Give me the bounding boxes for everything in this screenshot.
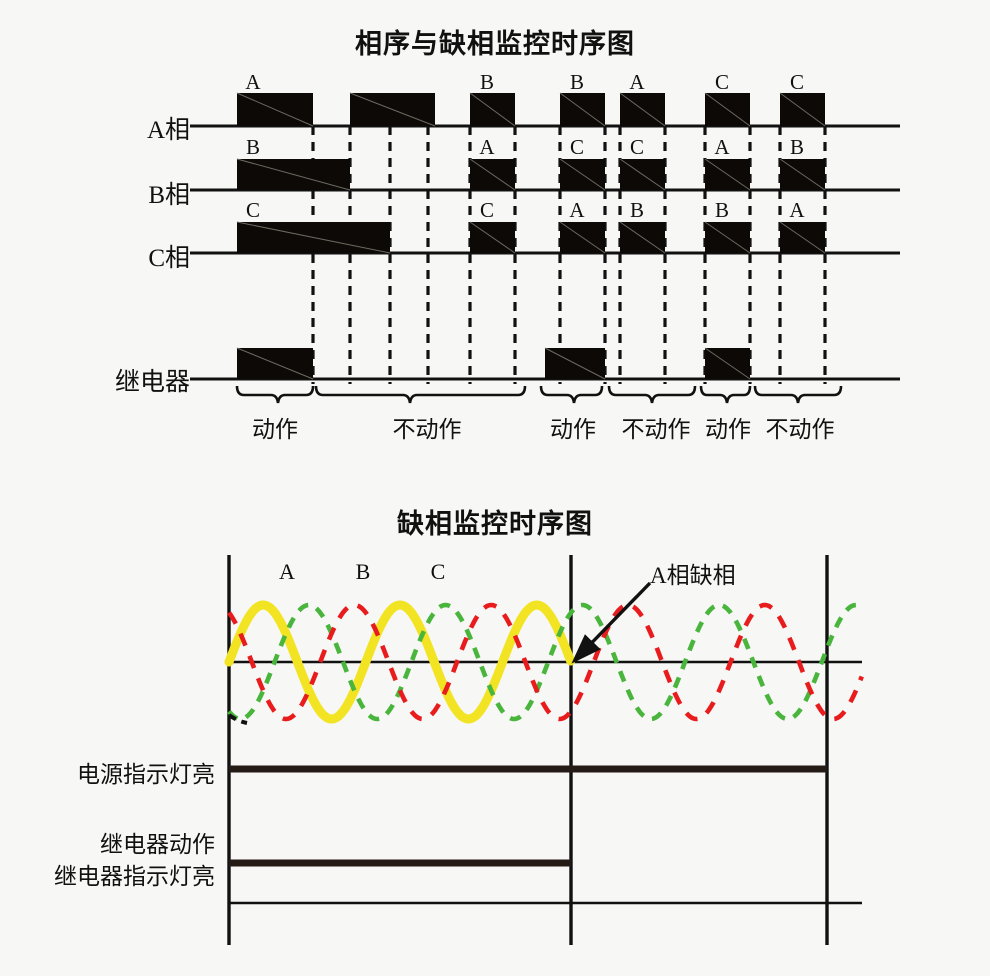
pulse-label-a-5: C xyxy=(714,70,729,94)
brace-label-5: 不动作 xyxy=(765,417,835,442)
row-label-relay: 继电器 xyxy=(114,369,190,396)
pulse-label-c-1: C xyxy=(479,198,494,222)
pulse-hatch-relay xyxy=(236,347,751,380)
pulse-label-b-0: B xyxy=(245,135,260,159)
annotation-arrow xyxy=(571,581,652,664)
pulse-hatch-b xyxy=(236,158,826,191)
brace-label-3: 不动作 xyxy=(621,417,691,442)
brace-label-4: 动作 xyxy=(705,417,751,442)
pulse-label-c-3: B xyxy=(629,198,644,222)
pulse-label-c-5: A xyxy=(789,198,805,222)
top-diagram-title: 相序与缺相监控时序图 xyxy=(355,29,635,59)
brace-label-0: 动作 xyxy=(252,417,298,442)
pulse-label-a-3: B xyxy=(569,70,584,94)
pulse-label-b-1: A xyxy=(479,135,495,159)
pulse-label-b-2: C xyxy=(569,135,584,159)
wave-label-c: C xyxy=(430,559,446,584)
pulse-label-a-0: A xyxy=(245,70,261,94)
gridlines-dashed xyxy=(311,126,827,384)
signal-label-power-lamp: 电源指示灯亮 xyxy=(77,762,215,787)
pulses-phase-a xyxy=(237,93,825,126)
row-label-phase-a: A相 xyxy=(146,117,190,144)
brace-label-1: 不动作 xyxy=(392,417,462,442)
waveform-phase-c xyxy=(227,602,864,722)
pulse-label-a-6: C xyxy=(789,70,804,94)
brace-label-2: 动作 xyxy=(550,417,596,442)
relay-braces xyxy=(235,385,843,404)
wave-label-a: A xyxy=(279,559,295,584)
pulse-label-a-4: A xyxy=(629,70,645,94)
pulses-phase-c xyxy=(237,222,825,253)
signal-label-relay-action: 继电器动作 xyxy=(100,832,215,857)
phase-loss-annotation: A相缺相 xyxy=(650,563,736,588)
row-label-phase-b: B相 xyxy=(148,182,190,209)
row-label-phase-c: C相 xyxy=(148,245,190,272)
signal-label-relay-lamp: 继电器指示灯亮 xyxy=(54,864,215,889)
pulses-phase-b xyxy=(237,159,825,190)
pulse-label-b-3: C xyxy=(629,135,644,159)
pulse-hatch-c xyxy=(236,221,826,254)
pulse-label-c-4: B xyxy=(714,198,729,222)
pulse-label-c-2: A xyxy=(569,198,585,222)
pulse-label-b-4: A xyxy=(714,135,730,159)
pulse-hatch-a xyxy=(236,92,826,127)
pulse-label-a-2: B xyxy=(479,70,494,94)
waveform-stub xyxy=(227,713,248,725)
waveform-phase-a xyxy=(224,600,576,724)
pulse-label-c-0: C xyxy=(245,198,260,222)
top-chart-group xyxy=(190,92,900,404)
wave-label-b: B xyxy=(355,559,371,584)
waveform-phase-b xyxy=(227,602,863,722)
bottom-chart-group xyxy=(224,555,864,945)
pulse-label-b-5: B xyxy=(789,135,804,159)
bottom-diagram-title: 缺相监控时序图 xyxy=(397,509,593,539)
